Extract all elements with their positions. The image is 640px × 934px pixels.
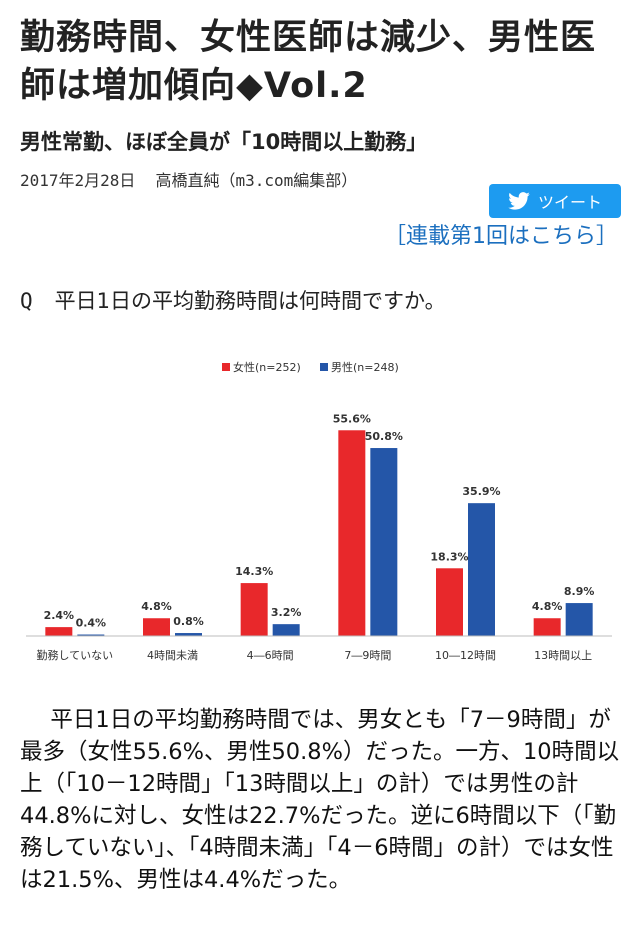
article-body: 平日1日の平均勤務時間では、男女とも「7－9時間」が最多（女性55.6%、男性5… bbox=[20, 707, 620, 893]
category-label-0: 勤務していない bbox=[36, 648, 113, 662]
data-label-female-5: 4.8% bbox=[532, 600, 563, 613]
data-label-female-0: 2.4% bbox=[44, 609, 75, 622]
category-label-1: 4時間未満 bbox=[147, 649, 198, 662]
bar-male-4 bbox=[468, 503, 495, 636]
work-hours-bar-chart: 女性(n=252) 男性(n=248) 2.4%0.4%勤務していない4.8%0.… bbox=[26, 360, 612, 662]
data-label-male-5: 8.9% bbox=[564, 585, 595, 598]
legend-label-female: 女性(n=252) bbox=[233, 360, 301, 374]
bar-male-2 bbox=[272, 624, 300, 636]
twitter-bird-icon bbox=[508, 192, 530, 210]
author: 高橋直純（m3.com編集部） bbox=[155, 171, 358, 190]
data-label-female-3: 55.6% bbox=[333, 412, 371, 425]
data-label-male-0: 0.4% bbox=[76, 617, 107, 630]
category-label-2: 4―6時間 bbox=[247, 649, 294, 662]
tweet-label: ツイート bbox=[537, 193, 602, 212]
bar-female-3 bbox=[338, 430, 366, 636]
data-label-female-4: 18.3% bbox=[430, 550, 468, 563]
question-marker: Q bbox=[20, 289, 33, 313]
chart-labels: 2.4%0.4%勤務していない4.8%0.8%4時間未満14.3%3.2%4―6… bbox=[36, 412, 594, 662]
bar-male-1 bbox=[175, 633, 202, 636]
data-label-male-4: 35.9% bbox=[462, 485, 500, 498]
data-label-male-3: 50.8% bbox=[365, 430, 403, 443]
series-first-part-link[interactable]: ［連載第1回はこちら］ bbox=[384, 224, 618, 249]
bar-female-5 bbox=[533, 618, 561, 636]
publish-date: 2017年2月28日 bbox=[20, 171, 136, 190]
legend-swatch-female bbox=[222, 363, 230, 371]
bar-female-0 bbox=[45, 627, 73, 636]
survey-question: Q 平日1日の平均勤務時間は何時間ですか。 bbox=[20, 285, 446, 315]
legend-label-male: 男性(n=248) bbox=[331, 360, 399, 374]
bar-male-5 bbox=[565, 603, 593, 636]
data-label-male-1: 0.8% bbox=[173, 615, 204, 628]
chart-bars bbox=[45, 430, 593, 636]
bar-male-3 bbox=[370, 448, 398, 636]
question-text: 平日1日の平均勤務時間は何時間ですか。 bbox=[54, 289, 446, 313]
bar-female-4 bbox=[436, 568, 463, 636]
bar-female-1 bbox=[143, 618, 170, 636]
legend-swatch-male bbox=[320, 363, 328, 371]
data-label-male-2: 3.2% bbox=[271, 606, 302, 619]
data-label-female-1: 4.8% bbox=[141, 600, 172, 613]
category-label-3: 7―9時間 bbox=[344, 649, 391, 662]
category-label-5: 13時間以上 bbox=[534, 649, 592, 662]
category-label-4: 10―12時間 bbox=[435, 649, 496, 662]
tweet-button[interactable]: ツイート bbox=[489, 184, 621, 218]
data-label-female-2: 14.3% bbox=[235, 565, 273, 578]
article-title: 勤務時間、女性医師は減少、男性医師は増加傾向◆Vol.2 bbox=[20, 18, 597, 106]
bar-male-0 bbox=[77, 634, 105, 636]
chart-legend: 女性(n=252) 男性(n=248) bbox=[222, 360, 399, 374]
bar-female-2 bbox=[240, 583, 268, 636]
byline: 2017年2月28日 高橋直純（m3.com編集部） bbox=[20, 167, 357, 191]
article-subtitle: 男性常勤、ほぼ全員が「10時間以上勤務」 bbox=[20, 130, 428, 154]
